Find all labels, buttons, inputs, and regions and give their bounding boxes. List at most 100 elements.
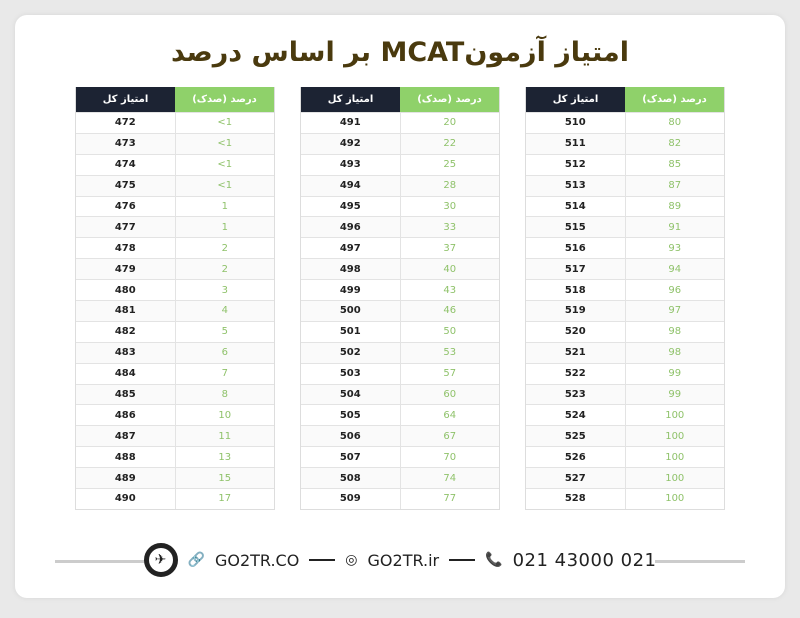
total-score-cell: 509 — [301, 489, 401, 509]
total-score-cell: 507 — [301, 447, 401, 468]
table-row: 502 53 — [301, 341, 499, 363]
percentile-cell: 93 — [668, 242, 682, 254]
percentile-cell: 22 — [443, 138, 457, 150]
total-score-cell: 517 — [526, 259, 626, 280]
total-score-cell: 492 — [301, 133, 401, 154]
table-row: 492 22 — [301, 132, 499, 154]
table-row: 500 46 — [301, 300, 499, 321]
website-link[interactable]: GO2TR.CO — [214, 550, 300, 570]
phone-icon: 📞 — [485, 552, 503, 568]
table-row: 506 67 — [301, 425, 499, 447]
total-score-cell: 522 — [526, 363, 626, 384]
total-score-cell: 482 — [76, 321, 176, 342]
percentile-cell: 87 — [668, 180, 682, 192]
table-row: 516 93 — [526, 237, 724, 259]
total-score-cell: 499 — [301, 280, 401, 301]
total-score-cell: 498 — [301, 259, 401, 280]
table-row: 474 <1 — [76, 153, 274, 175]
total-score-cell: 500 — [301, 301, 401, 321]
total-score-cell: 476 — [76, 196, 176, 217]
table-row: 523 99 — [526, 383, 724, 405]
table-row: 491 20 — [301, 112, 499, 133]
percentile-cell: 98 — [668, 347, 682, 359]
percentile-cell: 11 — [218, 430, 232, 442]
table-row: 508 74 — [301, 467, 499, 489]
phone-number[interactable]: 021 43000 021 — [512, 549, 657, 571]
footer-divider-right — [655, 560, 745, 563]
total-score-cell: 480 — [76, 280, 176, 301]
header-percentile: درصد (صدک) — [400, 87, 499, 112]
percentile-cell: 100 — [665, 451, 685, 463]
page-title: امتیاز آزمونMCAT بر اساس درصد — [161, 37, 639, 68]
table-row: 519 97 — [526, 300, 724, 321]
table-row: 515 91 — [526, 216, 724, 238]
total-score-cell: 528 — [526, 489, 626, 509]
table-row: 503 57 — [301, 362, 499, 384]
percentile-cell: 1 — [221, 201, 228, 212]
total-score-cell: 519 — [526, 301, 626, 321]
table-row: 518 96 — [526, 279, 724, 301]
percentile-cell: 100 — [665, 409, 685, 421]
logo-icon: ✈ — [143, 543, 178, 577]
instagram-icon: ◎ — [345, 552, 358, 568]
total-score-cell: 490 — [76, 489, 176, 509]
percentile-cell: <1 — [217, 180, 233, 192]
total-score-cell: 521 — [526, 342, 626, 363]
table-row: 504 60 — [301, 383, 499, 405]
percentile-cell: 99 — [668, 389, 682, 401]
total-score-cell: 506 — [301, 426, 401, 447]
table-row: 490 17 — [76, 488, 274, 509]
percentile-cell: 7 — [221, 368, 228, 380]
total-score-cell: 505 — [301, 405, 401, 426]
table-row: 526 100 — [526, 446, 724, 468]
percentile-cell: 50 — [443, 326, 457, 338]
instagram-link[interactable]: GO2TR.ir — [367, 550, 440, 570]
table-row: 485 8 — [76, 383, 274, 405]
total-score-cell: 527 — [526, 468, 626, 489]
total-score-cell: 512 — [526, 154, 626, 175]
table-row: 486 10 — [76, 404, 274, 426]
total-score-cell: 487 — [76, 426, 176, 447]
percentile-cell: 8 — [221, 389, 228, 401]
table-row: 477 1 — [76, 216, 274, 238]
total-score-cell: 520 — [526, 321, 626, 342]
percentile-cell: 3 — [221, 284, 228, 296]
percentile-cell: 67 — [443, 430, 457, 442]
footer-contact: ✈ 🔗 GO2TR.CO ◎ GO2TR.ir 📞 021 43000 021 — [15, 542, 785, 578]
percentile-cell: 40 — [443, 263, 457, 275]
table-row: 509 77 — [301, 488, 499, 509]
table-row: 472 <1 — [76, 112, 274, 133]
percentile-cell: 85 — [668, 159, 682, 171]
percentile-cell: 15 — [218, 472, 232, 484]
percentile-cell: 60 — [443, 389, 457, 401]
total-score-cell: 501 — [301, 321, 401, 342]
table-row: 480 3 — [76, 279, 274, 301]
percentile-cell: 96 — [668, 284, 682, 296]
table-row: 507 70 — [301, 446, 499, 468]
table-row: 528 100 — [526, 488, 724, 509]
percentile-cell: 10 — [218, 409, 232, 421]
percentile-cell: 57 — [443, 368, 457, 380]
percentile-cell: 94 — [668, 263, 682, 275]
header-total-score: امتیاز کل — [76, 87, 175, 112]
percentile-cell: 1 — [221, 221, 228, 233]
percentile-cell: 2 — [221, 242, 228, 254]
score-table-3: امتیاز کل درصد (صدک) 510 80 511 82 512 85 513 87 5… — [525, 87, 725, 510]
total-score-cell: 515 — [526, 217, 626, 238]
total-score-cell: 503 — [301, 363, 401, 384]
table-row: 522 99 — [526, 362, 724, 384]
score-table-2: امتیاز کل درصد (صدک) 491 20 492 22 493 25 494 28 4… — [300, 87, 500, 510]
percentile-cell: 70 — [443, 451, 457, 463]
total-score-cell: 510 — [526, 113, 626, 133]
total-score-cell: 472 — [76, 113, 176, 133]
total-score-cell: 494 — [301, 175, 401, 196]
mcat-score-card: امتیاز آزمونMCAT بر اساس درصد امتیاز کل د… — [15, 15, 785, 598]
total-score-cell: 508 — [301, 468, 401, 489]
table-row: 482 5 — [76, 320, 274, 342]
table-row: 501 50 — [301, 320, 499, 342]
percentile-cell: 13 — [218, 451, 232, 463]
table-row: 511 82 — [526, 132, 724, 154]
link-icon: 🔗 — [187, 552, 205, 568]
table-row: 517 94 — [526, 258, 724, 280]
total-score-cell: 486 — [76, 405, 176, 426]
